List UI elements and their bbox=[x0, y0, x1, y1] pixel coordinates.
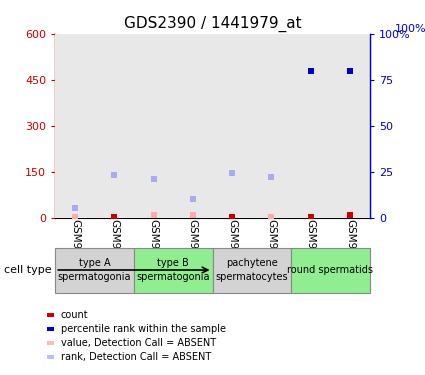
Point bbox=[71, 206, 78, 212]
Bar bbox=[173, 34, 212, 218]
Point bbox=[111, 172, 118, 178]
Point bbox=[229, 170, 235, 176]
Bar bbox=[55, 248, 134, 292]
Text: type A
spermatogonia: type A spermatogonia bbox=[58, 258, 131, 282]
Bar bbox=[291, 248, 370, 292]
Text: value, Detection Call = ABSENT: value, Detection Call = ABSENT bbox=[61, 338, 216, 348]
Text: round spermatids: round spermatids bbox=[287, 265, 374, 275]
Point bbox=[150, 176, 157, 182]
Text: count: count bbox=[61, 310, 88, 320]
Point bbox=[307, 214, 314, 220]
Point bbox=[150, 212, 157, 218]
Bar bbox=[134, 34, 173, 218]
Text: pachytene
spermatocytes: pachytene spermatocytes bbox=[215, 258, 288, 282]
Point bbox=[347, 212, 354, 218]
Bar bbox=[303, 83, 319, 218]
Point bbox=[229, 214, 235, 220]
Bar bbox=[134, 248, 212, 292]
Point bbox=[347, 68, 354, 74]
Point bbox=[190, 212, 196, 218]
Point bbox=[268, 174, 275, 180]
Bar bbox=[94, 34, 134, 218]
Bar bbox=[342, 86, 358, 218]
Bar bbox=[330, 34, 370, 218]
Point bbox=[307, 68, 314, 74]
Point bbox=[190, 196, 196, 202]
Bar bbox=[212, 248, 291, 292]
Point bbox=[268, 214, 275, 220]
Text: cell type: cell type bbox=[4, 265, 52, 275]
Text: type B
spermatogonia: type B spermatogonia bbox=[136, 258, 210, 282]
Text: percentile rank within the sample: percentile rank within the sample bbox=[61, 324, 226, 334]
Text: 100%: 100% bbox=[395, 24, 425, 34]
Title: GDS2390 / 1441979_at: GDS2390 / 1441979_at bbox=[124, 16, 301, 32]
Point bbox=[111, 214, 118, 220]
Point bbox=[71, 214, 78, 220]
Text: rank, Detection Call = ABSENT: rank, Detection Call = ABSENT bbox=[61, 352, 211, 362]
Bar bbox=[55, 34, 94, 218]
Bar bbox=[291, 34, 330, 218]
Bar bbox=[252, 34, 291, 218]
Bar bbox=[212, 34, 252, 218]
